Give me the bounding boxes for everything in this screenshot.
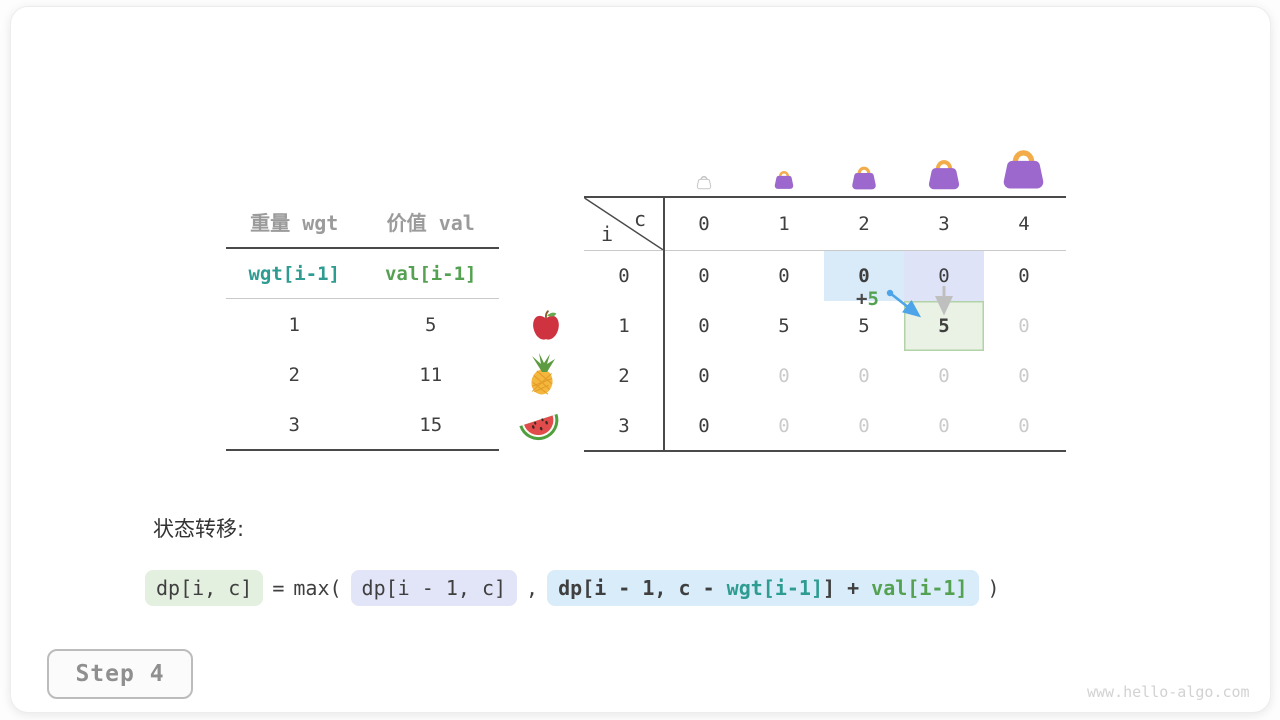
dp-row-header: 0 [618, 265, 630, 287]
transition-formula: dp[i, c] = max( dp[i - 1, c] , dp[i - 1,… [145, 568, 1000, 608]
watermark: www.hello-algo.com [1087, 683, 1250, 701]
dp-table-body: 0 0 0 0 0 0 5 5 5 0 0 0 0 0 0 0 0 0 0 0 [664, 251, 1064, 451]
dp-cell-2-0: 0 [698, 365, 710, 387]
dp-table-rule-vertical [663, 197, 665, 452]
dp-cell-2-1: 0 [778, 365, 790, 387]
dp-corner-diagonal [584, 197, 664, 251]
step-badge: Step 4 [47, 649, 193, 699]
pineapple-icon [531, 353, 555, 395]
formula-option-keep: dp[i - 1, c] [350, 570, 518, 606]
take-wgt-term: wgt[i-1] [726, 576, 823, 600]
equals-sign: = [272, 576, 285, 600]
dp-cell-2-4: 0 [1018, 365, 1030, 387]
dp-cell-0-1: 0 [778, 265, 790, 287]
value-column-header: 价值 val [386, 210, 475, 235]
items-table-rule-top [226, 247, 499, 249]
apple-icon [533, 310, 559, 340]
dp-cell-1-1: 5 [778, 315, 790, 337]
items-table-body: 1 5 2 11 3 15 [226, 300, 499, 450]
max-open: max( [293, 576, 342, 600]
item-value: 5 [425, 314, 437, 336]
bag-capacity-1-icon [774, 170, 794, 189]
dp-row-headers: 0 1 2 3 [584, 251, 664, 451]
comma: , [526, 576, 539, 600]
figure-card: 重量 wgt 价值 val wgt[i-1] val[i-1] 1 5 2 11… [10, 6, 1271, 713]
take-val-term: val[i-1] [871, 576, 968, 600]
dp-col-header: 1 [778, 212, 790, 235]
dp-cell-3-1: 0 [778, 415, 790, 437]
dp-cell-0-4: 0 [1018, 265, 1030, 287]
dp-col-header: 4 [1018, 212, 1030, 235]
dp-col-header: 0 [698, 212, 710, 235]
item-weight: 2 [288, 364, 300, 386]
dp-cell-1-2: 5 [858, 315, 870, 337]
take-prefix: dp[i - 1, c - [558, 576, 727, 600]
dp-cell-2-2: 0 [858, 365, 870, 387]
item-value: 11 [419, 364, 443, 386]
dp-table-rule-header [584, 250, 1066, 251]
dp-cell-3-3: 0 [938, 415, 950, 437]
close-paren: ) [987, 576, 1000, 600]
dp-cell-0-0: 0 [698, 265, 710, 287]
bag-capacity-0-icon [696, 175, 712, 190]
formula-option-take: dp[i - 1, c - wgt[i-1]] + val[i-1] [547, 570, 979, 606]
val-index-label: val[i-1] [384, 263, 477, 285]
bag-capacity-3-icon [928, 160, 960, 190]
dp-row-header: 1 [618, 315, 630, 337]
items-table-rule-bottom [226, 449, 499, 451]
dp-row-header: 3 [618, 415, 630, 437]
item-weight: 1 [288, 314, 300, 336]
items-table-index-row: wgt[i-1] val[i-1] [226, 257, 499, 291]
transition-label: 状态转移: [153, 517, 245, 541]
formula-lhs: dp[i, c] [145, 570, 264, 606]
weight-column-header: 重量 wgt [250, 210, 339, 235]
dp-cell-2-3: 0 [938, 365, 950, 387]
plus-value-annotation: +5 [856, 288, 879, 310]
item-value: 15 [419, 414, 443, 436]
item-weight: 3 [288, 414, 300, 436]
items-table-header: 重量 wgt 价值 val [226, 204, 499, 238]
dp-cell-1-4: 0 [1018, 315, 1030, 337]
bag-capacity-2-icon [852, 166, 876, 190]
plus-sign: + [856, 288, 868, 310]
watermelon-icon [519, 413, 559, 441]
dp-cell-1-0: 0 [698, 315, 710, 337]
dp-table-rule-top [584, 196, 1066, 198]
take-item-arrow-icon [886, 289, 922, 318]
take-mid: ] + [823, 576, 872, 600]
dp-corner-row-var: i [600, 222, 614, 246]
items-table-rule-mid [226, 298, 499, 299]
dp-cell-3-2: 0 [858, 415, 870, 437]
added-value: 5 [867, 288, 879, 310]
dp-row-header: 2 [618, 365, 630, 387]
wgt-index-label: wgt[i-1] [248, 263, 340, 285]
dp-col-header: 3 [938, 212, 950, 235]
bag-capacity-4-icon [1003, 150, 1044, 189]
dp-corner-col-var: c [633, 207, 647, 231]
transition-arrows [886, 286, 953, 318]
dp-cell-3-4: 0 [1018, 415, 1030, 437]
dp-table-rule-bottom [584, 450, 1066, 452]
dp-col-header: 2 [858, 212, 870, 235]
dp-column-headers: 0 1 2 3 4 [664, 197, 1064, 250]
dp-cell-3-0: 0 [698, 415, 710, 437]
